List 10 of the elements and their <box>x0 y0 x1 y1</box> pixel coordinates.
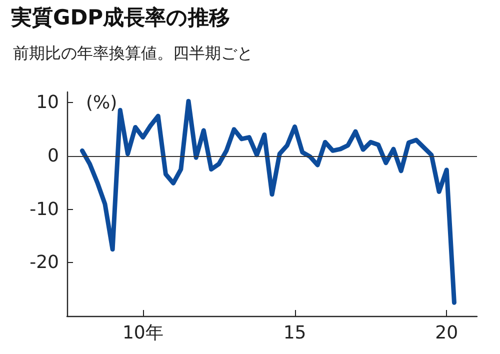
y-axis-title: (%) <box>86 92 118 114</box>
x-tick-label: 10年 <box>122 322 164 344</box>
chart-subtitle: 前期比の年率換算値。四半期ごと <box>13 44 253 62</box>
x-tick-label: 15 <box>283 322 306 344</box>
x-tick-label: 20 <box>435 322 458 344</box>
y-tick-label: -20 <box>30 252 59 274</box>
chart-title: 実質GDP成長率の推移 <box>10 6 230 30</box>
y-tick-label: 0 <box>48 146 59 166</box>
y-tick-label: -10 <box>30 198 59 220</box>
y-tick-label: 10 <box>36 92 59 114</box>
